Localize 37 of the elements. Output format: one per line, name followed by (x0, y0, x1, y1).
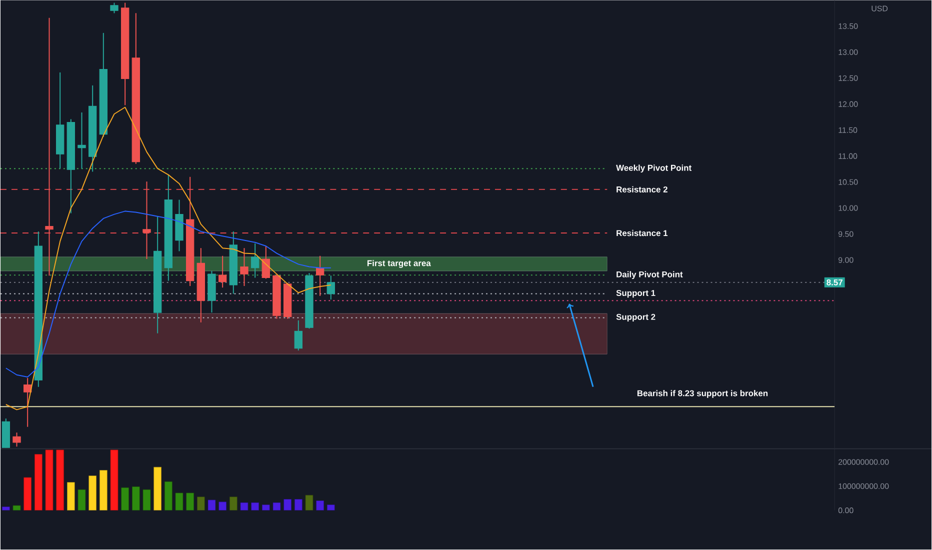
candlestick (45, 18, 54, 276)
bar (34, 454, 42, 511)
bar (229, 496, 238, 511)
bar (154, 467, 162, 511)
ref-line-label: Support 1 (616, 290, 656, 298)
candlestick (294, 320, 302, 352)
candlestick (110, 2, 118, 14)
ref-line-label: Resistance 2 (616, 186, 668, 193)
band-label: First target area (367, 260, 431, 268)
candlestick (316, 256, 324, 297)
candlestick (218, 256, 227, 288)
bar (45, 450, 54, 511)
candlestick (78, 112, 86, 170)
bar (305, 495, 314, 511)
bar (294, 499, 302, 511)
candlestick (326, 275, 335, 300)
bar (88, 476, 97, 511)
bar (66, 482, 75, 511)
bar (24, 477, 32, 511)
bar (316, 500, 324, 511)
bar (186, 492, 194, 511)
ref-line-label: Support 2 (616, 314, 656, 322)
bar (208, 500, 216, 511)
candlestick (142, 181, 151, 260)
annotation: Bearish if 8.23 support is broken (637, 390, 768, 398)
candlestick (262, 246, 270, 280)
candlestick (240, 248, 248, 287)
candlestick (12, 432, 21, 448)
bar (175, 492, 184, 511)
candlestick (250, 243, 260, 278)
ref-line-label: Resistance 1 (616, 230, 668, 236)
ref-line-label: Weekly Pivot Point (616, 164, 692, 173)
candlestick (23, 378, 32, 428)
annotation: 8.57 (826, 280, 842, 286)
ref-line-label: Daily Pivot Point (616, 271, 683, 280)
bar (110, 450, 118, 511)
bar (99, 470, 108, 511)
